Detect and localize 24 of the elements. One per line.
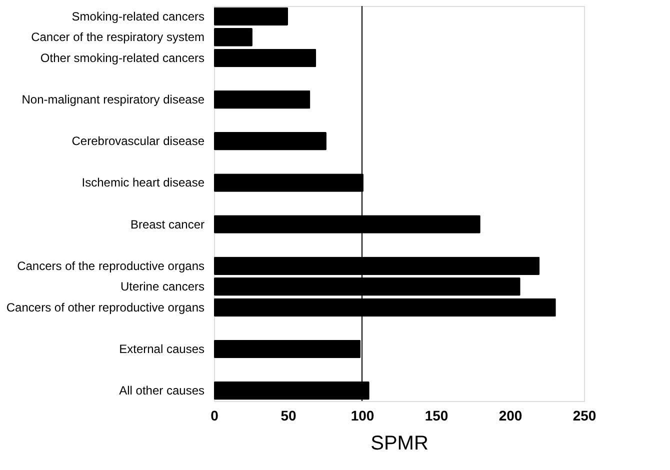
bar bbox=[214, 48, 316, 68]
y-tick-label: External causes bbox=[119, 342, 204, 356]
y-tick-label: Other smoking-related cancers bbox=[40, 50, 204, 65]
x-tick-label: 100 bbox=[350, 408, 374, 424]
y-tick-label: Cerebrovascular disease bbox=[72, 134, 205, 148]
y-tick-label: Cancers of other reproductive organs bbox=[6, 300, 204, 314]
y-tick-label: Uterine cancers bbox=[120, 280, 204, 294]
y-tick-label: Non-malignant respiratory disease bbox=[22, 92, 205, 107]
y-tick-label: Cancers of the reproductive organs bbox=[17, 258, 204, 273]
bar bbox=[214, 28, 252, 46]
y-tick-label: Ischemic heart disease bbox=[82, 176, 205, 190]
x-tick-label: 50 bbox=[280, 408, 296, 424]
x-tick-label: 0 bbox=[210, 408, 219, 424]
bar bbox=[214, 7, 288, 26]
y-tick-label: All other causes bbox=[119, 384, 204, 398]
y-tick-label: Breast cancer bbox=[130, 217, 204, 232]
x-tick-label: 200 bbox=[498, 408, 522, 424]
x-tick-label: 150 bbox=[424, 408, 448, 424]
y-tick-label: Cancer of the respiratory system bbox=[31, 30, 204, 44]
x-axis-title: SPMR bbox=[370, 432, 428, 454]
y-tick-label: Smoking-related cancers bbox=[72, 9, 204, 24]
bar bbox=[214, 90, 310, 109]
x-tick-label: 250 bbox=[572, 408, 596, 424]
bar bbox=[214, 132, 326, 150]
